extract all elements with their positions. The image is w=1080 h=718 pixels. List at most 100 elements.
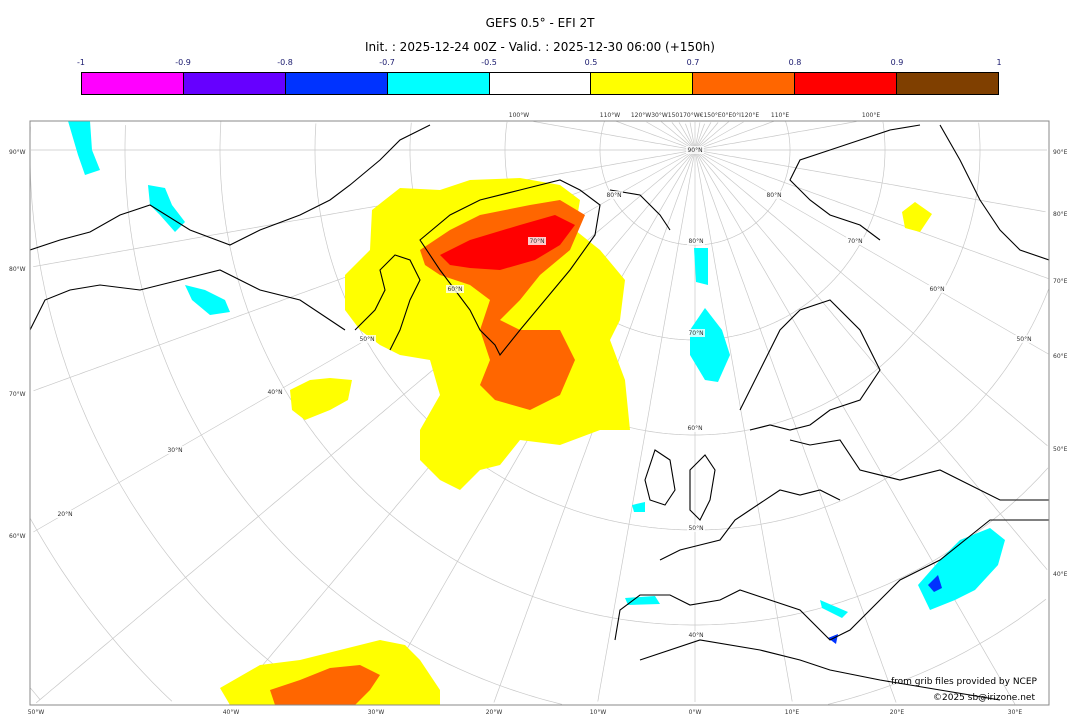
- label-background: [166, 446, 184, 454]
- colorbar-tick-label: 0.8: [788, 58, 802, 67]
- credit-source: from grib files provided by NCEP: [891, 677, 1037, 687]
- label-background: [686, 424, 704, 432]
- coordinate-label: 20°E: [890, 709, 905, 716]
- efi-cyan-canada2: [185, 285, 230, 315]
- longitude-line: [685, 123, 696, 151]
- efi-field: [68, 121, 1005, 705]
- longitude-line: [694, 149, 1049, 279]
- colorbar-tick-label: -0.7: [379, 58, 395, 67]
- coordinate-label: 120°W30°W150170°W€150°E0°E0°I120°E: [631, 112, 759, 119]
- axis-labels: 90°W 80°W 70°W 60°W 90°E 80°E 70°E 60°E 50°E 40°E…: [9, 112, 1068, 716]
- efi-yellow-siberia: [902, 202, 932, 232]
- coordinate-label: 40°N: [688, 632, 703, 639]
- colorbar-swatch: [897, 73, 999, 94]
- efi-blue-turkey: [928, 575, 942, 592]
- colorbar-swatch: [693, 73, 796, 94]
- label-background: [765, 191, 783, 199]
- coordinate-label: 90°W: [9, 149, 26, 156]
- colorbar-tick-label: 0.5: [584, 58, 598, 67]
- efi-cyan-canada1: [148, 185, 185, 232]
- label-background: [1015, 335, 1033, 343]
- efi-cyan-turkey: [918, 528, 1005, 610]
- longitude-line: [694, 149, 1048, 571]
- coordinate-label: 0°W: [689, 709, 702, 716]
- coordinate-label: 60°N: [447, 286, 462, 293]
- label-background: [266, 388, 284, 396]
- coordinate-label: 50°N: [1016, 336, 1031, 343]
- longitude-line: [694, 122, 719, 151]
- longitude-line: [615, 121, 696, 151]
- longitude-line: [694, 121, 775, 151]
- longitude-line: [671, 122, 696, 151]
- efi-cyan-alaska: [68, 121, 100, 175]
- coordinate-label: 50°N: [688, 525, 703, 532]
- coordinate-label: 80°E: [1053, 211, 1068, 218]
- colorbar-tick-label: -0.8: [277, 58, 293, 67]
- longitude-line: [694, 123, 705, 151]
- latitude-line: [124, 125, 1047, 705]
- coordinate-label: 50°W: [28, 709, 45, 716]
- coordinate-label: 30°N: [167, 447, 182, 454]
- coordinate-label: 60°E: [1053, 353, 1068, 360]
- coordinate-label: 20°N: [57, 511, 72, 518]
- coordinate-label: 90°E: [1053, 149, 1068, 156]
- coordinate-label: 40°W: [223, 709, 240, 716]
- chart-title: GEFS 0.5° - EFI 2T: [485, 16, 595, 30]
- coordinate-label: 60°W: [9, 533, 26, 540]
- colorbar-tick-label: -0.9: [175, 58, 191, 67]
- coordinate-label: 100°E: [862, 112, 880, 119]
- longitude-line: [694, 121, 744, 151]
- efi-cyan-iberia: [625, 596, 660, 605]
- efi-orange-atlantic: [270, 665, 380, 705]
- coastlines: [30, 124, 1049, 701]
- longitude-line: [33, 149, 696, 268]
- longitude-line: [533, 121, 696, 151]
- coordinate-label: 70°N: [529, 238, 544, 245]
- label-background: [687, 524, 705, 532]
- coordinate-label: 40°N: [267, 389, 282, 396]
- coordinate-label: 50°N: [359, 336, 374, 343]
- colorbar: [81, 72, 999, 95]
- longitude-line: [597, 149, 696, 702]
- label-background: [687, 329, 705, 337]
- coordinate-label: 80°N: [606, 192, 621, 199]
- label-background: [56, 510, 74, 518]
- label-background: [928, 285, 946, 293]
- coordinate-label: 110°E: [771, 112, 789, 119]
- coordinate-label: 60°N: [687, 425, 702, 432]
- coordinate-label: 30°E: [1008, 709, 1023, 716]
- latitude-line: [30, 126, 329, 705]
- coordinate-label: 80°N: [688, 238, 703, 245]
- colorbar-tick-label: 0.7: [686, 58, 700, 67]
- efi-red-greenland: [440, 215, 575, 270]
- efi-cyan-norway-sea2: [690, 308, 730, 382]
- latitude-line: [30, 518, 173, 702]
- coordinate-label: 10°W: [590, 709, 607, 716]
- colorbar-tick-label: -1: [77, 58, 85, 67]
- longitude-line: [694, 149, 897, 703]
- colorbar-swatch: [183, 73, 286, 94]
- coordinate-label: 70°W: [9, 391, 26, 398]
- colorbar-tick-label: 1: [996, 58, 1002, 67]
- label-background: [846, 237, 864, 245]
- longitude-line: [661, 121, 696, 151]
- coordinate-label: 10°E: [785, 709, 800, 716]
- label-background: [687, 237, 705, 245]
- colorbar-swatch: [795, 73, 898, 94]
- label-background: [446, 285, 464, 293]
- coordinate-label: 80°W: [9, 266, 26, 273]
- coordinate-label: 90°N: [687, 147, 702, 154]
- longitude-line: [694, 149, 793, 702]
- colorbar-tick-label: 0.9: [890, 58, 904, 67]
- coordinate-label: 70°N: [847, 238, 862, 245]
- coordinate-label: 40°E: [1053, 571, 1068, 578]
- coordinate-label: 60°N: [929, 286, 944, 293]
- coordinate-label: 70°N: [688, 330, 703, 337]
- longitude-line: [694, 149, 1046, 213]
- efi-yellow-labrador: [290, 378, 352, 420]
- colorbar-tick-label: -0.5: [481, 58, 497, 67]
- coordinate-label: 30°W: [368, 709, 385, 716]
- longitude-line: [689, 122, 696, 151]
- coordinate-label: 20°W: [486, 709, 503, 716]
